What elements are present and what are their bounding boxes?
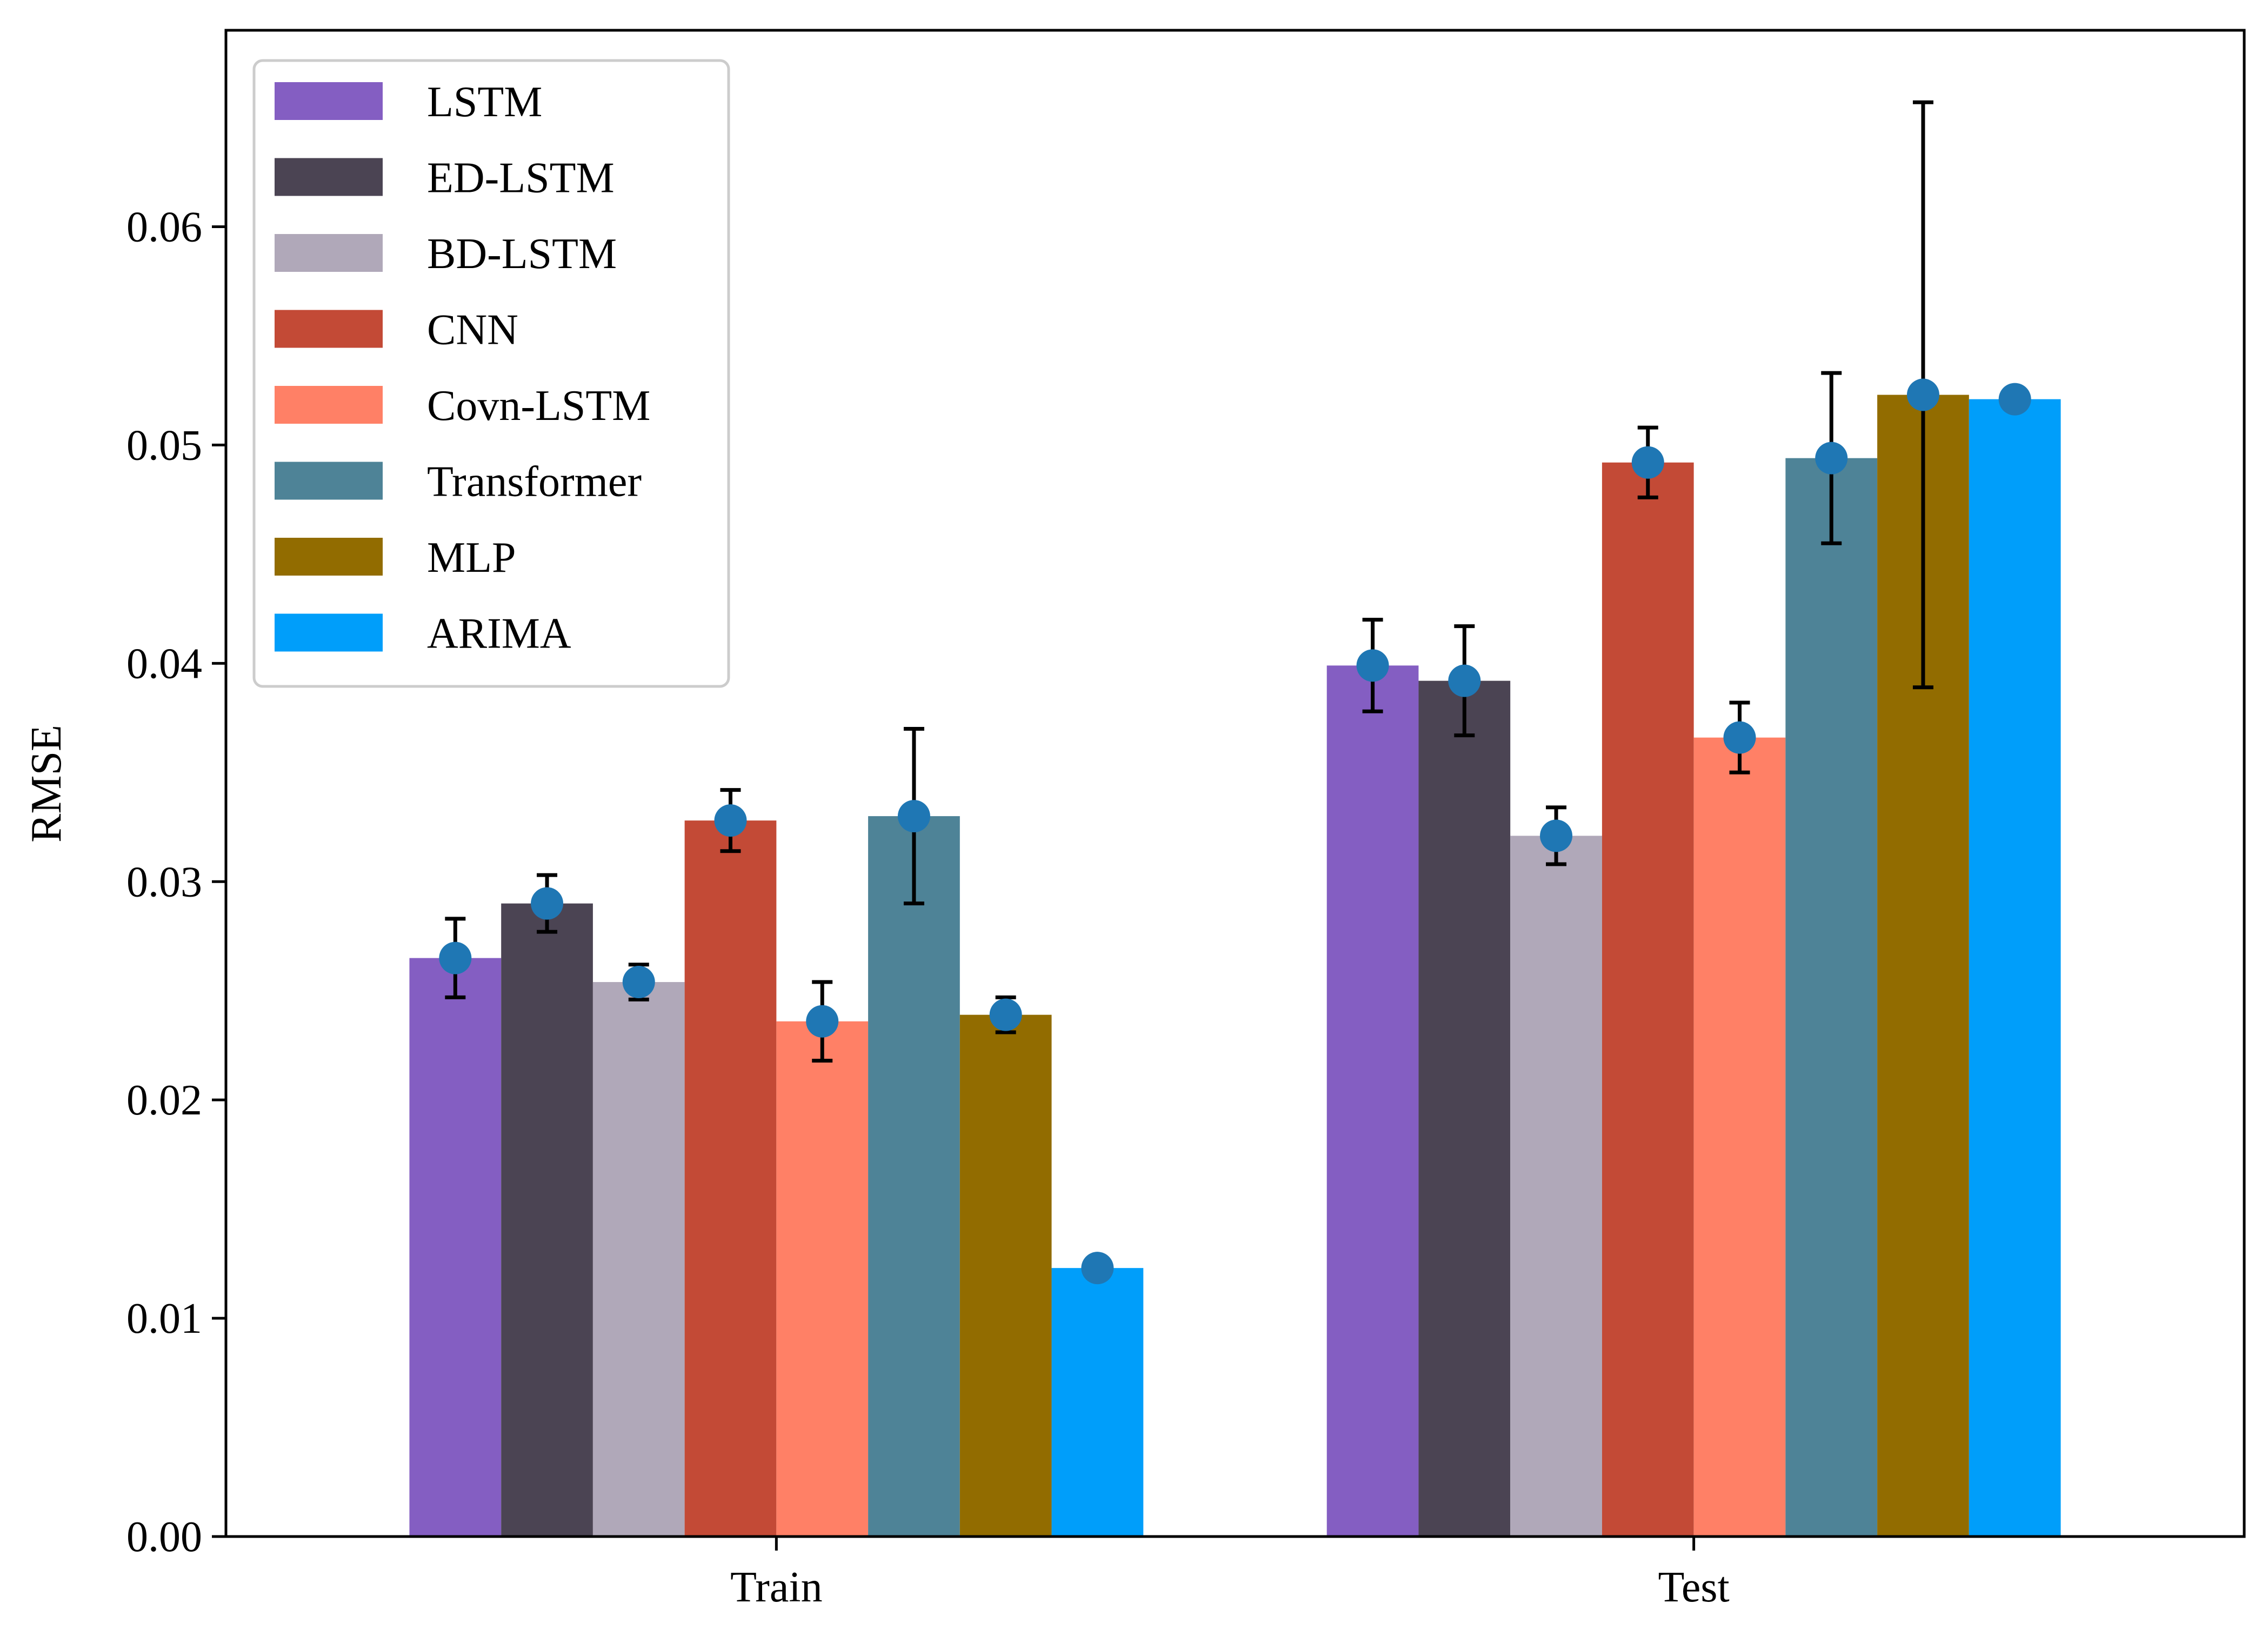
legend-item-arima: ARIMA bbox=[275, 610, 571, 658]
marker-cnn-test bbox=[1631, 446, 1664, 479]
marker-cnn-train bbox=[714, 804, 747, 837]
legend-swatch bbox=[275, 82, 383, 120]
marker-ed-lstm-train bbox=[531, 887, 564, 920]
marker-ed-lstm-test bbox=[1448, 664, 1481, 697]
legend-label: LSTM bbox=[427, 78, 542, 126]
bar-transformer-test bbox=[1785, 458, 1878, 1537]
bar-arima-train bbox=[1051, 1268, 1144, 1537]
legend-swatch bbox=[275, 158, 383, 196]
marker-mlp-train bbox=[989, 998, 1022, 1031]
legend-frame bbox=[252, 59, 730, 688]
legend-label: ARIMA bbox=[427, 610, 571, 658]
legend-label: CNN bbox=[427, 306, 518, 354]
bar-cnn-test bbox=[1602, 462, 1694, 1537]
marker-transformer-train bbox=[897, 800, 930, 833]
bar-transformer-train bbox=[868, 816, 960, 1537]
y-tick-label: 0.00 bbox=[126, 1513, 202, 1561]
legend-swatch bbox=[275, 613, 383, 652]
legend-swatch bbox=[275, 386, 383, 424]
y-tick-label: 0.05 bbox=[126, 422, 202, 469]
bar-bd-lstm-train bbox=[592, 982, 685, 1537]
legend-label: BD-LSTM bbox=[427, 230, 617, 278]
marker-lstm-test bbox=[1356, 649, 1389, 682]
legend-item-transformer: Transformer bbox=[275, 458, 642, 506]
legend-label: MLP bbox=[427, 534, 516, 582]
marker-lstm-train bbox=[439, 941, 472, 974]
bar-mlp-train bbox=[959, 1014, 1052, 1537]
bar-cnn-train bbox=[684, 820, 777, 1537]
legend-label: Transformer bbox=[427, 458, 642, 506]
legend-swatch bbox=[275, 538, 383, 576]
marker-bd-lstm-test bbox=[1540, 819, 1573, 852]
bar-ed-lstm-train bbox=[501, 903, 593, 1537]
x-axis: Train Test bbox=[730, 1537, 1730, 1611]
legend-label: ED-LSTM bbox=[427, 155, 615, 202]
bar-lstm-test bbox=[1326, 665, 1419, 1537]
marker-bd-lstm-train bbox=[622, 966, 655, 999]
bar-covn-lstm-test bbox=[1693, 737, 1786, 1537]
plot-frame bbox=[224, 29, 2246, 1538]
y-tick-label: 0.02 bbox=[126, 1077, 202, 1124]
y-tick-label: 0.04 bbox=[126, 640, 202, 687]
legend-swatch bbox=[275, 234, 383, 272]
bars-layer bbox=[409, 395, 2061, 1537]
bar-arima-test bbox=[1969, 399, 2061, 1537]
bar-ed-lstm-test bbox=[1418, 680, 1511, 1537]
y-tick-label: 0.06 bbox=[126, 204, 202, 251]
y-axis-label: RMSE bbox=[23, 725, 70, 843]
marker-mlp-test bbox=[1906, 378, 1939, 411]
bar-bd-lstm-test bbox=[1510, 836, 1602, 1537]
legend-label: Covn-LSTM bbox=[427, 382, 650, 430]
legend-item-bd-lstm: BD-LSTM bbox=[275, 230, 617, 278]
legend-item-lstm: LSTM bbox=[275, 78, 542, 126]
marker-transformer-test bbox=[1815, 442, 1848, 475]
legend-item-mlp: MLP bbox=[275, 534, 516, 582]
marker-arima-test bbox=[1998, 383, 2031, 416]
x-tick-label: Train bbox=[730, 1564, 822, 1611]
bar-covn-lstm-train bbox=[776, 1021, 869, 1537]
marker-covn-lstm-test bbox=[1723, 721, 1756, 754]
legend-item-covn-lstm: Covn-LSTM bbox=[275, 382, 650, 430]
y-tick-label: 0.03 bbox=[126, 858, 202, 906]
x-tick-label: Test bbox=[1658, 1564, 1730, 1611]
legend-swatch bbox=[275, 310, 383, 348]
legend-swatch bbox=[275, 462, 383, 500]
marker-arima-train bbox=[1081, 1252, 1114, 1285]
legend: LSTM ED-LSTM BD-LSTM CNN Covn-LSTM Transforme… bbox=[252, 59, 730, 688]
y-tick-label: 0.01 bbox=[126, 1295, 202, 1343]
y-axis: 0.00 0.01 0.02 0.03 0.04 0.05 0.06 bbox=[126, 204, 226, 1561]
markers-layer bbox=[439, 378, 2031, 1285]
marker-covn-lstm-train bbox=[806, 1005, 839, 1038]
legend-item-cnn: CNN bbox=[275, 306, 518, 354]
bar-lstm-train bbox=[409, 958, 502, 1537]
legend-item-ed-lstm: ED-LSTM bbox=[275, 155, 615, 202]
